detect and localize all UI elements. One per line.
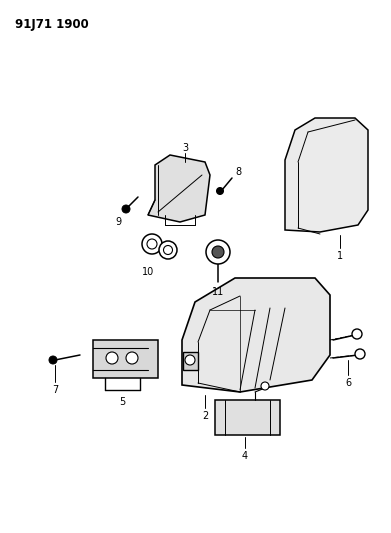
Text: 4: 4 <box>242 451 248 461</box>
Text: 3: 3 <box>182 143 188 153</box>
Polygon shape <box>285 118 368 232</box>
Circle shape <box>106 352 118 364</box>
Circle shape <box>142 234 162 254</box>
Circle shape <box>126 352 138 364</box>
Text: 7: 7 <box>52 385 58 395</box>
Text: 2: 2 <box>202 411 208 421</box>
Circle shape <box>147 239 157 249</box>
Text: 10: 10 <box>142 267 154 277</box>
Text: 8: 8 <box>235 167 241 177</box>
Text: 9: 9 <box>115 217 121 227</box>
Circle shape <box>217 188 224 195</box>
Polygon shape <box>93 340 158 378</box>
Circle shape <box>122 205 130 213</box>
Circle shape <box>206 240 230 264</box>
Circle shape <box>163 246 172 254</box>
Polygon shape <box>148 155 210 222</box>
Text: 91J71 1900: 91J71 1900 <box>15 18 89 31</box>
Circle shape <box>352 329 362 339</box>
Text: 1: 1 <box>337 251 343 261</box>
Circle shape <box>212 246 224 258</box>
Circle shape <box>355 349 365 359</box>
Circle shape <box>261 382 269 390</box>
Text: 5: 5 <box>119 397 125 407</box>
Text: 11: 11 <box>212 287 224 297</box>
Polygon shape <box>182 278 330 392</box>
Circle shape <box>159 241 177 259</box>
Polygon shape <box>183 352 198 370</box>
Polygon shape <box>215 400 280 435</box>
Text: 6: 6 <box>345 378 351 388</box>
Circle shape <box>185 355 195 365</box>
Circle shape <box>49 356 57 364</box>
